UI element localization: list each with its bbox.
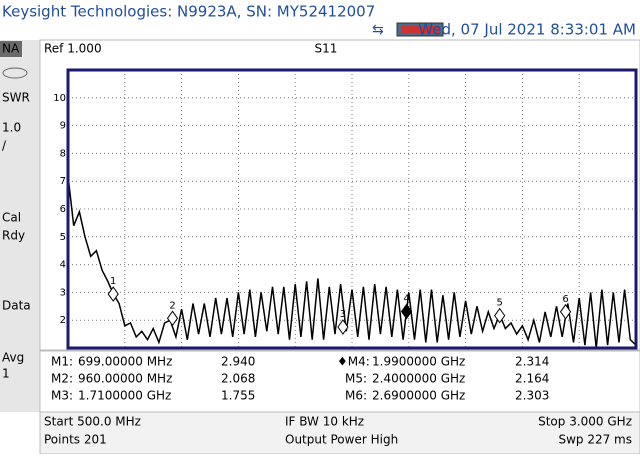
- y-tick-label: 2: [60, 315, 66, 326]
- marker-freq: 2.4000000 GHz: [372, 372, 465, 386]
- sidebar-label: /: [2, 139, 7, 153]
- marker-diamond: [559, 303, 572, 320]
- marker-tag: 1: [110, 276, 116, 287]
- marker-freq: 2.6900000 GHz: [372, 389, 465, 403]
- marker-value: 2.164: [515, 372, 549, 386]
- marker-value: 2.303: [515, 389, 549, 403]
- footer-text: Points 201: [44, 433, 107, 447]
- marker-tag: 2: [169, 300, 175, 311]
- marker-freq: 1.7100000 GHz: [78, 389, 171, 403]
- marker-table: [39, 350, 640, 413]
- y-tick-label: 7: [60, 176, 66, 187]
- marker-diamond: [337, 319, 349, 335]
- date-time: Wed, 07 Jul 2021 8:33:01 AM: [418, 21, 636, 39]
- marker-name: M1:: [51, 355, 73, 369]
- sidebar-label: Cal: [2, 211, 21, 225]
- footer-text: Output Power High: [285, 433, 398, 447]
- footer-text: Stop 3.000 GHz: [538, 415, 632, 429]
- sidebar-icon: [2, 67, 28, 79]
- marker-diamond: [166, 310, 179, 327]
- ref-level: Ref 1.000: [44, 42, 102, 56]
- sidebar-label: NA: [2, 42, 20, 56]
- marker-diamond: [107, 286, 119, 302]
- marker-freq: 699.00000 MHz: [78, 355, 172, 369]
- marker-value: 2.068: [221, 372, 255, 386]
- marker-name: M6:: [345, 389, 367, 403]
- y-tick-label: 5: [60, 232, 66, 243]
- battery-level: [401, 26, 439, 33]
- marker-tag: 3: [340, 309, 346, 320]
- marker-diamond: [400, 303, 413, 320]
- y-tick-label: 8: [60, 148, 66, 159]
- trace: [67, 175, 637, 349]
- marker-freq: 960.00000 MHz: [78, 372, 172, 386]
- y-tick-label: 6: [60, 204, 66, 215]
- marker-name: M2:: [51, 372, 73, 386]
- sidebar-label: Rdy: [2, 229, 25, 243]
- sidebar-label: Data: [2, 299, 31, 313]
- marker-value: 1.755: [221, 389, 255, 403]
- marker-name: M5:: [345, 372, 367, 386]
- marker-tag: 6: [562, 294, 568, 305]
- sidebar-label: Avg: [2, 351, 24, 365]
- y-tick-label: 3: [60, 287, 66, 298]
- footer-text: Swp 227 ms: [558, 433, 632, 447]
- marker-name: M3:: [51, 389, 73, 403]
- marker-tag: 4: [403, 293, 409, 304]
- y-tick-label: 4: [60, 260, 66, 271]
- lan-icon: ⇆: [372, 22, 384, 38]
- marker-name: ♦M4:: [337, 355, 370, 369]
- sidebar-label: 1.0: [2, 121, 21, 135]
- sidebar-label: 1: [2, 367, 10, 381]
- y-tick-label: 9: [60, 121, 66, 132]
- plot-border: [66, 68, 638, 350]
- marker-tag: 5: [496, 298, 502, 309]
- marker-freq: 1.9900000 GHz: [372, 355, 465, 369]
- footer-text: Start 500.0 MHz: [44, 415, 141, 429]
- header-bar: [0, 0, 640, 40]
- marker-value: 2.314: [515, 355, 549, 369]
- y-tick-label: 10: [53, 93, 66, 104]
- chart-title: S11: [315, 42, 338, 56]
- footer-text: IF BW 10 kHz: [285, 415, 364, 429]
- marker-value: 2.940: [221, 355, 255, 369]
- mode-badge: [0, 41, 22, 57]
- marker-diamond: [494, 307, 506, 324]
- sidebar: [0, 40, 40, 412]
- sidebar-label: SWR: [2, 91, 30, 105]
- instrument-title: Keysight Technologies: N9923A, SN: MY524…: [2, 3, 375, 21]
- chart-panel: [39, 39, 640, 351]
